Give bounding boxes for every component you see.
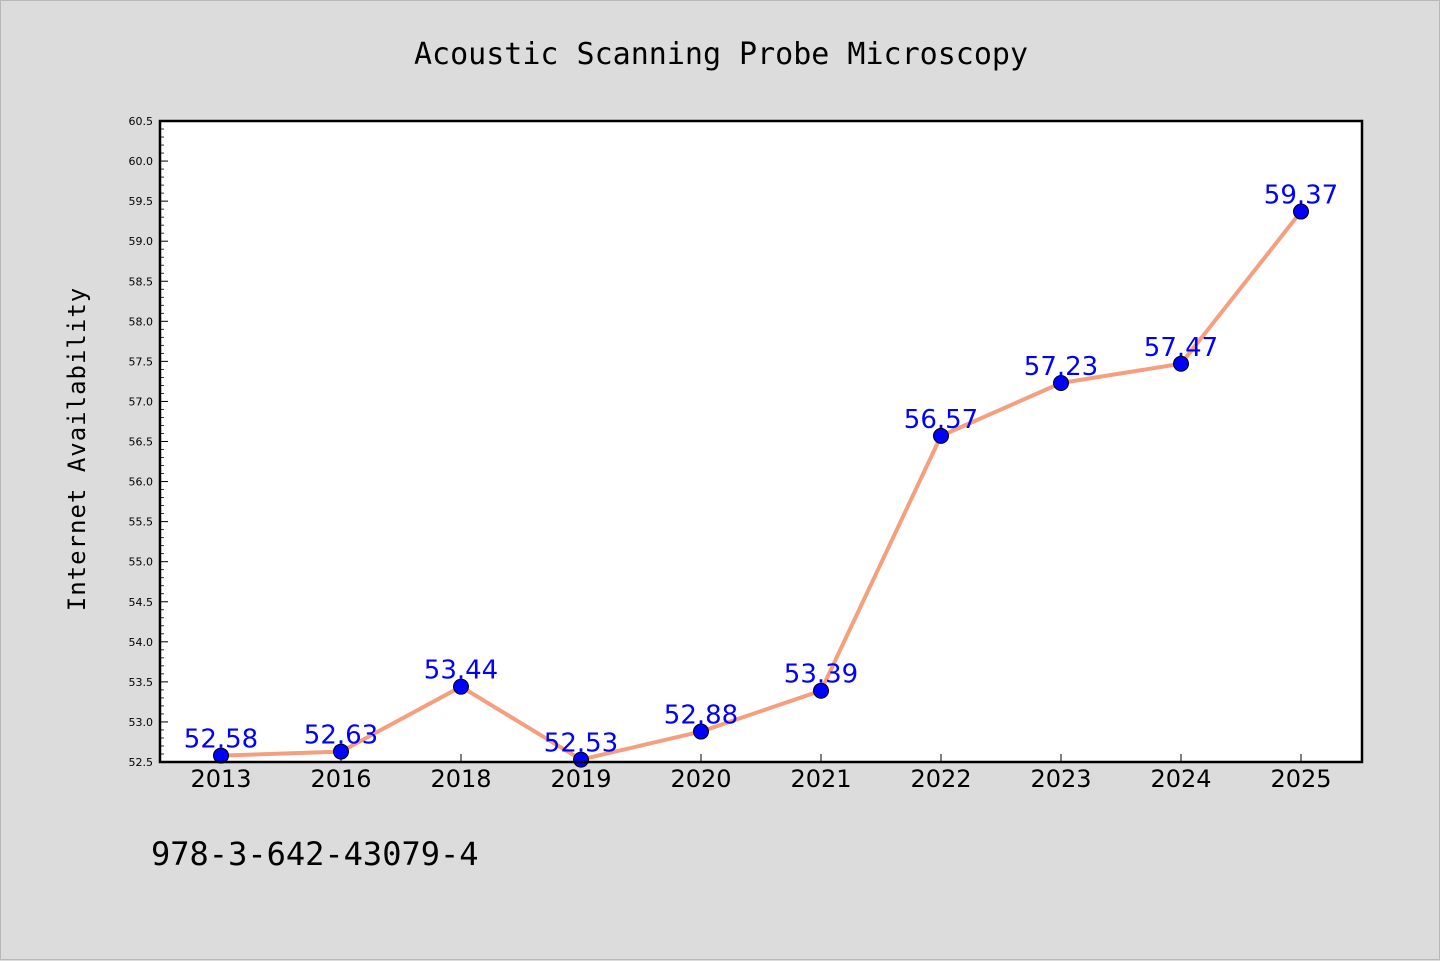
data-point [573, 751, 589, 768]
x-axis-ticks: 2013 2016 2018 2019 2020 2021 2022 2023 2024 2025 [190, 754, 1332, 793]
y-tick-label: 56.5 [129, 436, 154, 449]
x-tick-label: 2022 [910, 765, 971, 793]
data-label: 53.44 [424, 656, 498, 686]
data-point [453, 678, 469, 695]
data-label: 59.37 [1264, 181, 1338, 211]
series-line [219, 209, 1303, 762]
data-point [813, 682, 829, 699]
data-point [333, 743, 349, 760]
y-tick-label: 54.5 [129, 596, 154, 609]
data-label: 57.47 [1144, 333, 1218, 363]
data-label: 57.23 [1024, 352, 1098, 382]
x-tick-label: 2023 [1030, 765, 1091, 793]
y-axis-ticks: 52.5 53.0 53.5 54.0 54.5 55.0 55.5 56.0 56.5 57.0… [129, 115, 168, 769]
data-point [693, 723, 709, 740]
series-markers [213, 203, 1309, 768]
data-point [1173, 355, 1189, 372]
plot-border [158, 119, 1364, 764]
y-tick-label: 59.5 [129, 195, 154, 208]
plot-area [160, 121, 1362, 762]
data-label: 52.63 [304, 721, 378, 751]
data-label: 52.58 [184, 725, 258, 755]
data-labels: 52.58 52.63 53.44 52.53 52.88 53.39 56.57 57.23… [184, 181, 1338, 759]
y-tick-label: 60.5 [129, 115, 154, 128]
y-tick-label: 58.5 [129, 275, 154, 288]
y-tick-label: 55.5 [129, 516, 154, 529]
data-point [1053, 375, 1069, 392]
data-point [933, 427, 949, 444]
y-tick-label: 53.5 [129, 676, 154, 689]
data-label: 52.88 [664, 701, 738, 731]
x-tick-label: 2018 [430, 765, 491, 793]
x-tick-label: 2020 [670, 765, 731, 793]
x-tick-label: 2024 [1150, 765, 1211, 793]
data-label: 56.57 [904, 405, 978, 435]
y-tick-label: 58.0 [129, 315, 154, 328]
x-tick-label: 2013 [190, 765, 251, 793]
data-point [1293, 203, 1309, 220]
x-tick-label: 2025 [1270, 765, 1331, 793]
x-tick-label: 2019 [550, 765, 611, 793]
y-tick-label: 56.0 [129, 476, 154, 489]
y-tick-label: 60.0 [129, 155, 154, 168]
y-tick-label: 53.0 [129, 716, 154, 729]
y-tick-label: 55.0 [129, 556, 154, 569]
y-axis-label: Internet Availability [63, 287, 91, 611]
x-tick-label: 2021 [790, 765, 851, 793]
y-tick-label: 54.0 [129, 636, 154, 649]
y-tick-label: 59.0 [129, 235, 154, 248]
y-tick-label: 52.5 [129, 756, 154, 769]
data-label: 53.39 [784, 660, 858, 690]
y-tick-label: 57.0 [129, 395, 154, 408]
x-tick-label: 2016 [310, 765, 371, 793]
y-tick-label: 57.5 [129, 355, 154, 368]
chart-title: Acoustic Scanning Probe Microscopy [414, 37, 1028, 72]
footer-code: 978-3-642-43079-4 [151, 835, 479, 873]
data-label: 52.53 [544, 729, 618, 759]
